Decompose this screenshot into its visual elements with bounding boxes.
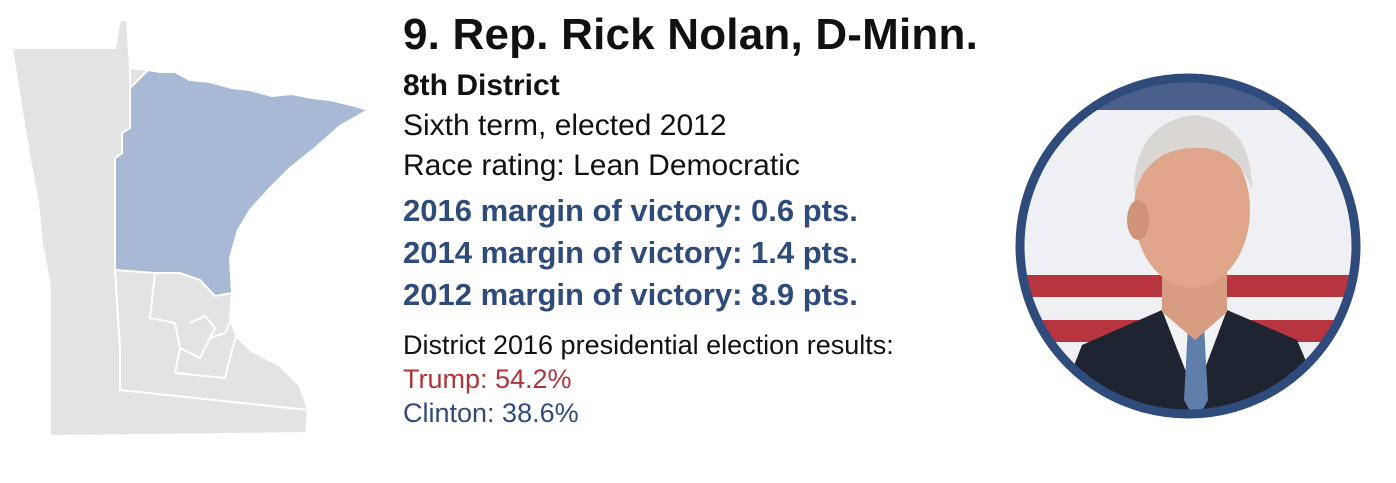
district-boundaries — [114, 68, 309, 411]
district-label: 8th District — [403, 69, 560, 102]
clinton-result: Clinton: 38.6% — [403, 398, 579, 428]
page-title: 9. Rep. Rick Nolan, D-Minn. — [403, 10, 979, 59]
candidate-info: 9. Rep. Rick Nolan, D-Minn. 8th District… — [403, 8, 1003, 430]
portrait-photo — [1015, 73, 1361, 419]
margin-list: 2016 margin of victory: 0.6 pts. 2014 ma… — [403, 190, 1003, 316]
minnesota-district-map — [10, 19, 371, 438]
margin-2014: 2014 margin of victory: 1.4 pts. — [403, 235, 858, 270]
race-rating: Race rating: Lean Democratic — [403, 149, 800, 182]
presidential-heading: District 2016 presidential election resu… — [403, 330, 894, 360]
margin-2016: 2016 margin of victory: 0.6 pts. — [403, 193, 858, 228]
district-8-highlight — [114, 68, 371, 298]
term-text: Sixth term, elected 2012 — [403, 109, 727, 142]
trump-result: Trump: 54.2% — [403, 364, 572, 394]
margin-2012: 2012 margin of victory: 8.9 pts. — [403, 277, 858, 312]
